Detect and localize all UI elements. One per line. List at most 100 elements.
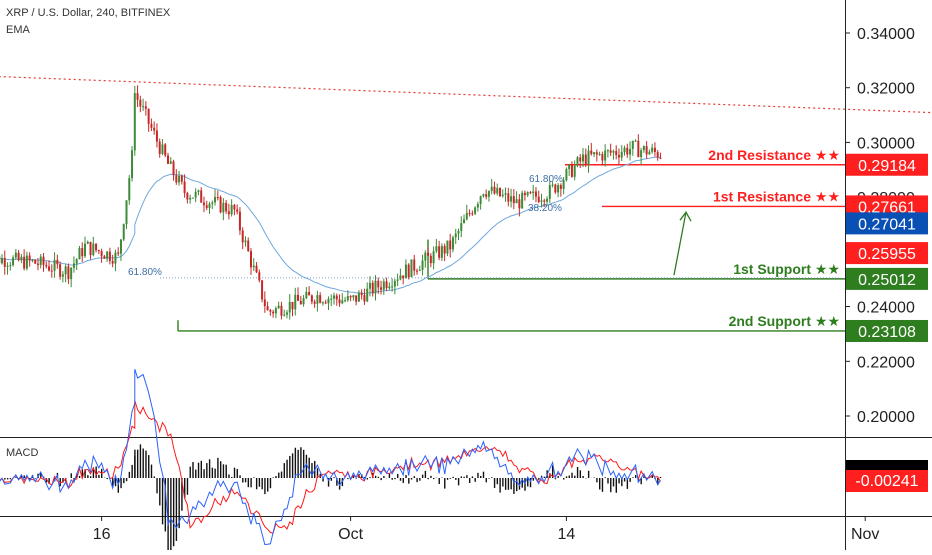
macd-histogram-bar bbox=[281, 472, 282, 478]
macd-histogram-bar bbox=[408, 478, 409, 484]
macd-histogram-bar bbox=[466, 475, 467, 478]
candle-body bbox=[560, 185, 562, 189]
candle-body bbox=[228, 211, 230, 214]
macd-histogram-bar bbox=[212, 468, 213, 478]
candle-body bbox=[123, 224, 125, 240]
candle-body bbox=[582, 155, 584, 162]
macd-histogram-bar bbox=[289, 456, 290, 478]
candle-body bbox=[59, 264, 61, 277]
macd-histogram-bar bbox=[433, 478, 434, 479]
macd-histogram-bar bbox=[508, 478, 509, 490]
candle-body bbox=[62, 274, 64, 276]
candle-body bbox=[56, 260, 58, 264]
candle-body bbox=[264, 299, 266, 306]
candle-body bbox=[521, 193, 523, 208]
candle-body bbox=[629, 149, 631, 154]
candle-body bbox=[297, 295, 299, 301]
candle-body bbox=[399, 275, 401, 279]
candle-body bbox=[203, 203, 205, 206]
candle-body bbox=[322, 302, 324, 303]
candle-body bbox=[54, 260, 56, 271]
macd-histogram-bar bbox=[170, 478, 171, 550]
macd-histogram-bar bbox=[563, 478, 564, 480]
candle-body bbox=[640, 150, 642, 157]
candle-body bbox=[189, 198, 191, 200]
macd-histogram-bar bbox=[239, 475, 240, 478]
candle-body bbox=[405, 265, 407, 279]
macd-histogram-bar bbox=[214, 469, 215, 478]
macd-histogram-bar bbox=[206, 463, 207, 478]
macd-histogram-bar bbox=[588, 471, 589, 478]
macd-histogram-bar bbox=[253, 477, 254, 478]
macd-histogram-bar bbox=[71, 473, 72, 478]
macd-histogram-bar bbox=[447, 478, 448, 480]
macd-histogram-bar bbox=[123, 478, 124, 483]
candle-body bbox=[410, 259, 412, 277]
candle-body bbox=[289, 302, 291, 312]
candle-body bbox=[23, 257, 25, 269]
macd-histogram-bar bbox=[582, 476, 583, 478]
macd-histogram-bar bbox=[450, 478, 451, 479]
macd-histogram-bar bbox=[488, 478, 489, 479]
candle-body bbox=[449, 241, 451, 250]
candle-body bbox=[103, 256, 105, 258]
candle-body bbox=[300, 301, 302, 304]
candle-body bbox=[73, 264, 75, 268]
macd-histogram-bar bbox=[264, 478, 265, 494]
macd-histogram-bar bbox=[369, 477, 370, 478]
level-label: 2nd Resistance ★★ bbox=[708, 147, 840, 163]
candle-body bbox=[438, 246, 440, 257]
macd-histogram-bar bbox=[187, 478, 188, 495]
candle-body bbox=[513, 196, 515, 203]
macd-histogram-bar bbox=[477, 473, 478, 478]
candle-body bbox=[527, 192, 529, 195]
macd-histogram-bar bbox=[635, 475, 636, 478]
candle-body bbox=[242, 230, 244, 242]
candle-body bbox=[488, 191, 490, 197]
candle-body bbox=[4, 258, 6, 267]
candle-body bbox=[70, 268, 72, 279]
candle-body bbox=[386, 281, 388, 288]
macd-histogram-bar bbox=[156, 478, 157, 493]
macd-histogram-bar bbox=[306, 455, 307, 478]
candle-body bbox=[222, 203, 224, 212]
macd-histogram-bar bbox=[143, 448, 144, 478]
macd-histogram-bar bbox=[237, 469, 238, 478]
candle-body bbox=[7, 266, 9, 267]
macd-histogram-bar bbox=[400, 478, 401, 481]
macd-histogram-bar bbox=[538, 478, 539, 480]
macd-histogram-bar bbox=[137, 450, 138, 478]
macd-histogram-bar bbox=[472, 476, 473, 478]
candle-body bbox=[397, 280, 399, 281]
macd-histogram-bar bbox=[79, 476, 80, 478]
macd-histogram-bar bbox=[220, 461, 221, 478]
y-tick-label: 0.34000 bbox=[857, 26, 915, 43]
candle-body bbox=[632, 141, 634, 149]
macd-histogram-bar bbox=[455, 478, 456, 480]
candle-body bbox=[139, 100, 141, 107]
macd-histogram-bar bbox=[461, 476, 462, 478]
candle-body bbox=[588, 151, 590, 165]
level-price-badge-text: 0.25012 bbox=[858, 272, 916, 289]
macd-histogram-bar bbox=[198, 463, 199, 478]
macd-histogram-bar bbox=[148, 455, 149, 478]
candle-body bbox=[388, 287, 390, 289]
macd-histogram-bar bbox=[278, 473, 279, 478]
candle-body bbox=[142, 106, 144, 107]
candle-body bbox=[51, 271, 53, 272]
macd-histogram-bar bbox=[574, 476, 575, 478]
candle-body bbox=[358, 293, 360, 302]
price-badge-text: 0.25955 bbox=[858, 246, 916, 263]
candle-body bbox=[413, 259, 415, 270]
candle-body bbox=[430, 256, 432, 263]
candle-body bbox=[247, 241, 249, 252]
macd-histogram-bar bbox=[248, 478, 249, 487]
macd-histogram-bar bbox=[7, 478, 8, 479]
candle-body bbox=[394, 281, 396, 287]
macd-histogram-bar bbox=[203, 469, 204, 478]
candle-body bbox=[206, 205, 208, 208]
macd-histogram-bar bbox=[129, 472, 130, 478]
macd-histogram-bar bbox=[439, 478, 440, 484]
macd-histogram-bar bbox=[425, 471, 426, 478]
candle-body bbox=[12, 258, 14, 266]
